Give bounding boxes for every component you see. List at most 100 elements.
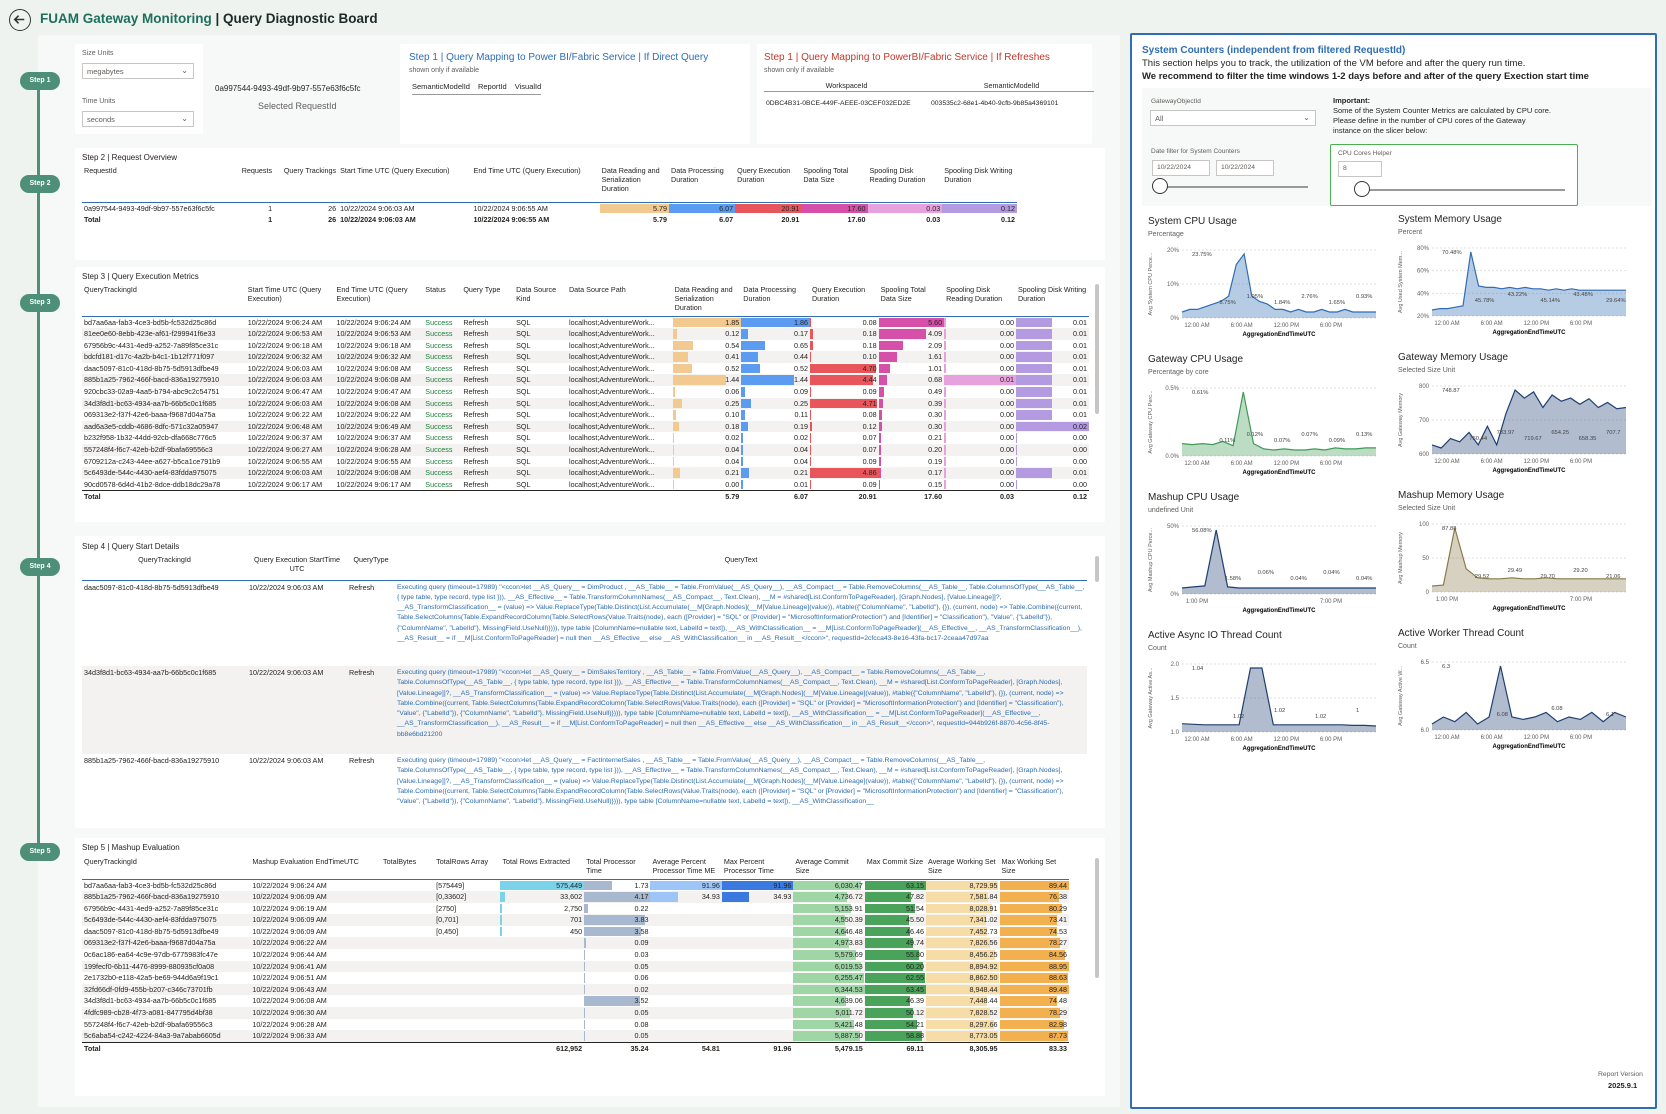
date-from-input[interactable]: 10/22/2024 [1152,160,1210,176]
data-bar [864,926,910,937]
table-row[interactable]: 199fecf0-6b11-4476-8999-880935cf0a08 10/2… [82,960,1069,973]
column-header[interactable]: Data Reading and Serialization Duration [601,166,660,193]
table-row[interactable]: 34d3f8d1-bc63-4934-aa7b-66b5c0c1f685 10/2… [82,666,1087,754]
table-row[interactable]: bdcfd181-d17c-4a2b-b4c1-1b12f771f097 10/2… [82,351,1089,363]
column-header[interactable]: Start Time UTC (Query Execution) [247,285,322,303]
column-header[interactable]: Max Percent Processor Time [723,857,774,875]
column-header[interactable]: TotalBytes [383,857,417,866]
column-header[interactable]: Requests [241,166,273,175]
table-row[interactable]: 5c6aba54-c242-4224-84a3-9a7abab6605d 10/2… [82,1030,1069,1043]
step3-scrollbar[interactable] [1095,284,1099,414]
step4-scrollbar[interactable] [1095,556,1099,582]
line-chart[interactable]: Avg Mashup CPU Perce... 0% 50% 1:00 PM 7:00 … [1144,518,1384,618]
line-chart[interactable]: Avg Gateway Memory 600 700 800 12:00 AM 6:00 … [1394,378,1634,478]
size-units-dropdown[interactable]: megabytes ⌄ [82,63,194,79]
column-header[interactable]: Mashup Evaluation EndTimeUTC [252,857,359,866]
line-chart[interactable]: Avg Used System Mem... 20% 40% 60% 80% 12:00 … [1394,240,1634,340]
column-header[interactable]: Average Commit Size [795,857,849,875]
table-cell [500,1019,584,1031]
column-header[interactable]: RequestId [84,166,117,175]
table-row[interactable]: 885b1a25-7962-466f-bacd-836a19275910 10/2… [82,891,1069,903]
column-header[interactable]: Status [425,285,446,294]
cpu-cores-slider[interactable] [1355,189,1565,191]
table-row[interactable]: 557248f4-f6c7-42eb-b2df-9bafa69556c3 10/2… [82,444,1089,456]
table-row[interactable]: 32fd66df-0fd9-455b-b207-c346c73701fb 10/2… [82,983,1069,996]
cell-value: 0.01 [1073,468,1087,478]
table-row[interactable]: 0a997544-9493-49df-9b97-557e63f6c5fc 1 26 1… [82,202,1017,214]
column-header[interactable]: Spooling Disk Writing Duration [944,166,1013,184]
table-row[interactable]: 34d3f8d1-bc63-4934-aa7b-66b5c0c1f685 10/2… [82,397,1089,410]
column-header[interactable]: QueryType [347,554,395,581]
column-header[interactable]: Spooling Disk Reading Duration [869,166,926,184]
table-row[interactable]: b232f958-1b32-44dd-92cb-dfa668c776c5 10/2… [82,432,1089,444]
table-row[interactable]: 67956b9c-4431-4ed9-a252-7a89f85ce31c 10/2… [82,340,1089,352]
line-chart[interactable]: Avg Gateway Active As... 1.0 1.5 2.0 12:00 A… [1144,656,1384,756]
column-header[interactable]: Max Commit Size [866,857,924,866]
table-cell: Refresh [463,410,489,420]
table-row[interactable]: 90cd0578-6d4d-41b2-8dce-ddb18dc29a78 10/2… [82,479,1089,491]
column-header[interactable]: Data Source Path [568,285,626,294]
table-row[interactable]: 5c6493de-544c-4430-aef4-83fdda975075 10/2… [82,467,1089,479]
date-to-input[interactable]: 10/22/2024 [1216,160,1274,176]
table-row[interactable]: daac5097-81c0-418d-8b75-5d5913dfbe49 10/2… [82,926,1069,938]
column-header[interactable]: End Time UTC (Query Execution) [336,285,408,303]
column-header[interactable]: Total Processor Time [586,857,636,875]
column-header[interactable]: Spooling Total Data Size [880,285,926,303]
column-header[interactable]: Spooling Total Data Size [803,166,849,184]
column-header[interactable]: Spooling Disk Reading Duration [946,285,1003,303]
column-header[interactable]: TotalRows Array [436,857,489,866]
table-row[interactable]: 885b1a25-7962-466f-bacd-836a19275910 10/2… [82,374,1089,387]
table-row[interactable]: daac5097-81c0-418d-8b75-5d5913dfbe49 10/2… [82,363,1089,375]
column-header[interactable]: QueryTrackingId [82,554,247,581]
column-header[interactable]: Max Working Set Size [1001,857,1057,875]
column-header[interactable]: Data Processing Duration [671,166,724,184]
table-row[interactable]: bd7aa6aa-fab3-4ce3-bd5b-fc532d25c86d 10/2… [82,316,1089,328]
gateway-id-dropdown[interactable]: All ⌄ [1150,110,1316,126]
column-header[interactable]: Query Execution Duration [811,285,866,303]
table-row[interactable]: 81ee0e60-8ebb-423e-af61-f299941f6e33 10/2… [82,328,1089,340]
column-header[interactable]: Query Execution StartTime UTC [247,554,347,581]
line-chart[interactable]: Avg System CPU Perce... 0% 10% 20% 12:00 AM 6… [1144,242,1384,342]
column-header[interactable]: Query Type [463,285,501,294]
line-chart[interactable]: Avg Gateway CPU Perc... 0.0% 0.5% 12:00 AM 6… [1144,380,1384,480]
date-slider-handle[interactable] [1152,178,1168,194]
table-row[interactable]: 885b1a25-7962-466f-bacd-836a19275910 10/2… [82,754,1087,816]
column-header[interactable]: Total Rows Extracted [502,857,570,866]
column-header[interactable]: Query Execution Duration [737,166,791,184]
column-header[interactable]: QueryText [395,554,1087,581]
table-row[interactable]: 920cbc33-02a9-4aa5-b794-abc9c2c54751 10/2… [82,386,1089,398]
table-row[interactable]: 557248f4-f6c7-42eb-b2df-9bafa69556c3 10/2… [82,1019,1069,1031]
cpu-cores-input[interactable]: 8 [1338,161,1382,177]
column-header[interactable]: Spooling Disk Writing Duration [1017,285,1087,303]
table-row[interactable]: 069313e2-f37f-42e6-baaa-f9687d04a75a 10/2… [82,937,1069,950]
line-chart[interactable]: Avg Gateway Active W... 6.0 6.5 12:00 AM 6:0… [1394,654,1634,754]
date-range-slider[interactable] [1160,186,1308,188]
column-header[interactable]: Average Working Set Size [928,857,996,875]
column-header[interactable]: Data Source Kind [516,285,557,303]
column-header[interactable]: QueryTrackingId [84,285,137,294]
column-header[interactable]: End Time UTC (Query Execution) [473,166,581,175]
step2-title: Step 2 | Request Overview [82,153,178,162]
table-row[interactable]: aad6a3e5-cddb-4686-8dfc-571c32a05947 10/2… [82,420,1089,433]
table-row[interactable]: 069313e2-f37f-42e6-baaa-f9687d04a75a 10/2… [82,409,1089,421]
column-header[interactable]: Data Processing Duration [743,285,797,303]
table-row[interactable]: 67956b9c-4431-4ed9-a252-7a89f85ce31c 10/2… [82,903,1069,915]
table-row[interactable]: 2e1732b0-e118-42a5-be69-944d6a9f19c1 10/2… [82,972,1069,984]
column-header[interactable]: Start Time UTC (Query Execution) [340,166,450,175]
step5-scrollbar[interactable] [1095,858,1099,978]
back-arrow-icon[interactable] [9,9,31,31]
column-header[interactable]: Average Percent Processor Time ME [652,857,716,875]
cpu-cores-slider-handle[interactable] [1354,181,1370,197]
table-row[interactable]: daac5097-81c0-418d-8b75-5d5913dfbe49 10/2… [82,580,1087,666]
table-row[interactable]: bd7aa6aa-fab3-4ce3-bd5b-fc532d25c86d 10/2… [82,879,1069,891]
table-row[interactable]: 0c6ac186-ea64-4c9e-97db-6775983fc47e 10/2… [82,949,1069,961]
table-row[interactable]: 5c6493de-544c-4430-aef4-83fdda975075 10/2… [82,914,1069,926]
line-chart[interactable]: Avg Mashup Memory 0 50 100 1:00 PM 7:00 PMAgg… [1394,516,1634,616]
column-header[interactable]: Query Trackings [283,166,337,175]
column-header[interactable]: QueryTrackingId [84,857,137,866]
table-row[interactable]: 4fdfc989-cb28-4f73-a081-847795d4bf38 10/2… [82,1007,1069,1019]
column-header[interactable]: Data Reading and Serialization Duration [674,285,733,312]
table-row[interactable]: 6709212a-c243-44ee-a627-b5ca1ce791b9 10/2… [82,456,1089,468]
table-row[interactable]: 34d3f8d1-bc63-4934-aa7b-66b5c0c1f685 10/2… [82,995,1069,1007]
time-units-dropdown[interactable]: seconds ⌄ [82,111,194,127]
